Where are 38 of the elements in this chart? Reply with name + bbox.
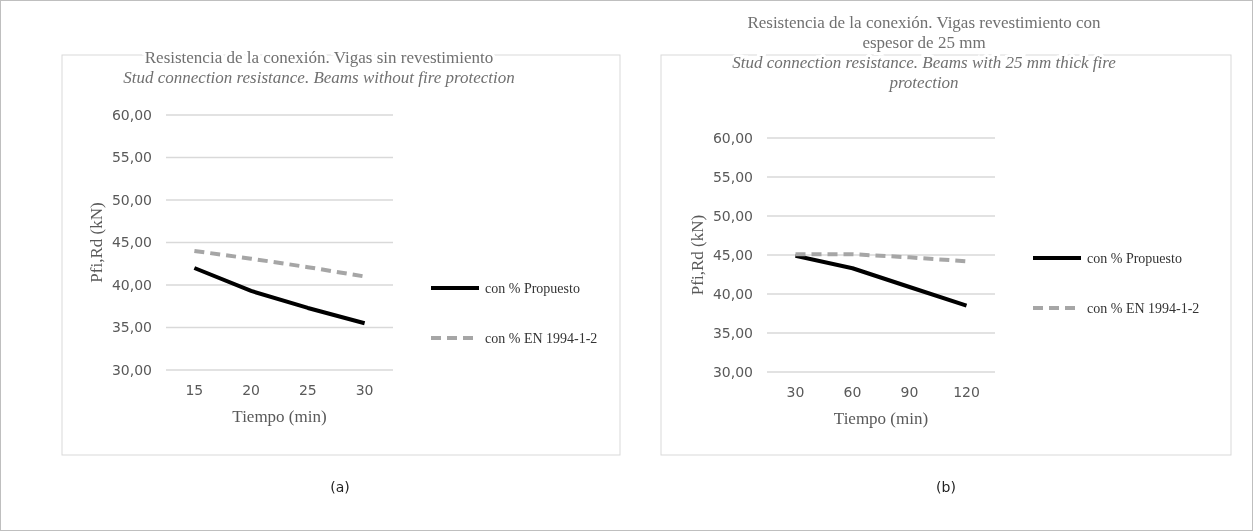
y-tick-label: 45,00 bbox=[712, 246, 753, 263]
y-tick-label: 55,00 bbox=[712, 168, 753, 185]
y-tick-label: 30,00 bbox=[712, 363, 753, 380]
x-tick-label: 25 bbox=[298, 382, 317, 398]
y-tick-label: 40,00 bbox=[712, 285, 753, 302]
y-tick-label: 60,00 bbox=[111, 106, 152, 123]
legend-label: con % EN 1994-1-2 bbox=[485, 330, 598, 346]
chart-title: Resistencia de la conexión. Vigas revestimiento con espesor de 25 mm bbox=[747, 13, 1102, 52]
text: (a) bbox=[330, 479, 350, 495]
legend-label: con % Propuesto bbox=[485, 280, 580, 296]
y-tick-label: 45,00 bbox=[111, 234, 152, 251]
x-tick-label: 30 bbox=[786, 384, 805, 400]
chart-subtitle: Stud connection resistance. Beams with 25 mm thick fire protection bbox=[732, 53, 1117, 92]
text: (b) bbox=[936, 479, 956, 495]
legend-label: con % EN 1994-1-2 bbox=[1087, 300, 1200, 316]
x-tick-label: 20 bbox=[242, 382, 261, 398]
chart-title: Resistencia de la conexión. Vigas sin revestimiento bbox=[144, 48, 494, 67]
y-axis-title: Pfi,Rd (kN) bbox=[87, 202, 106, 283]
y-tick-label: 35,00 bbox=[111, 319, 152, 336]
x-tick-label: 90 bbox=[900, 384, 919, 400]
y-tick-label: 55,00 bbox=[111, 149, 152, 166]
x-axis-title: Tiempo (min) bbox=[833, 409, 929, 428]
x-tick-label: 60 bbox=[843, 384, 862, 400]
x-tick-label: 15 bbox=[185, 382, 204, 398]
x-tick-label: 30 bbox=[355, 382, 374, 398]
y-tick-label: 40,00 bbox=[111, 276, 152, 293]
x-tick-label: 120 bbox=[953, 384, 980, 400]
line-series bbox=[793, 253, 969, 308]
legend-label: con % Propuesto bbox=[1087, 250, 1182, 266]
y-tick-label: 50,00 bbox=[111, 191, 152, 208]
y-tick-label: 60,00 bbox=[712, 129, 753, 146]
y-axis-title: Pfi,Rd (kN) bbox=[688, 214, 707, 296]
x-axis-title: Tiempo (min) bbox=[232, 407, 327, 426]
line-series bbox=[192, 266, 367, 326]
y-tick-label: 35,00 bbox=[712, 324, 753, 341]
chart-subtitle: Stud connection resistance. Beams without fire protection bbox=[123, 68, 515, 87]
y-tick-label: 30,00 bbox=[111, 361, 152, 378]
y-tick-label: 50,00 bbox=[712, 207, 753, 224]
